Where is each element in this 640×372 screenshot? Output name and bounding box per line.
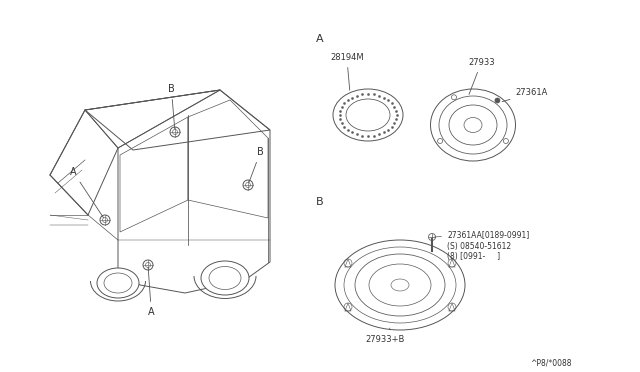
Text: 27361AA[0189-0991]: 27361AA[0189-0991] [435, 230, 529, 239]
Text: A: A [148, 268, 155, 317]
Text: (S) 08540-51612: (S) 08540-51612 [447, 242, 511, 251]
Text: B: B [316, 197, 324, 207]
Text: B: B [168, 84, 175, 129]
Ellipse shape [201, 261, 249, 295]
Text: (8) [0991-     ]: (8) [0991- ] [447, 252, 500, 261]
Text: 27933+B: 27933+B [365, 328, 404, 344]
Text: B: B [249, 147, 264, 182]
Ellipse shape [97, 268, 139, 298]
Circle shape [495, 99, 499, 102]
Text: A: A [70, 167, 104, 218]
Text: ^P8/*0088: ^P8/*0088 [530, 358, 572, 367]
Text: 28194M: 28194M [330, 53, 364, 90]
Text: 27933: 27933 [468, 58, 495, 94]
Text: 27361A: 27361A [502, 89, 548, 102]
Text: A: A [316, 34, 324, 44]
